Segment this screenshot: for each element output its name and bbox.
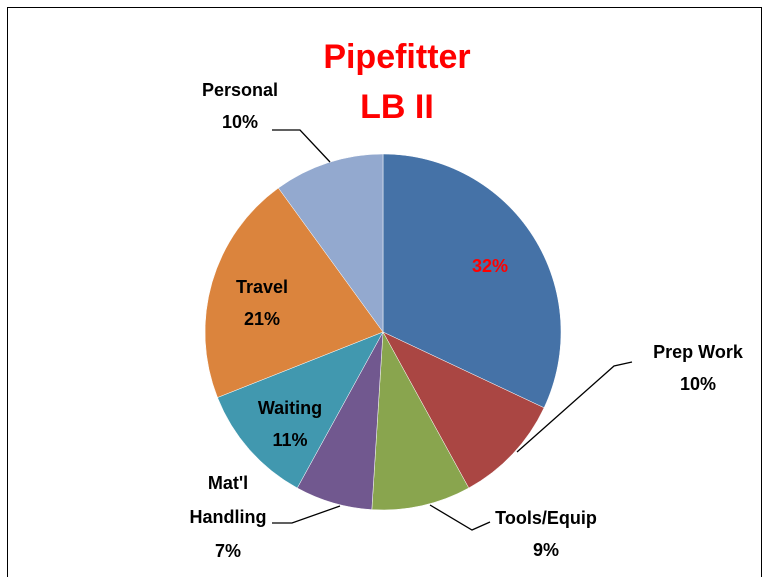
category-label: Prep Work <box>653 342 743 362</box>
pie-slice <box>371 331 470 511</box>
data-label: Waiting 11% <box>230 392 350 456</box>
data-label: Prep Work 10% <box>638 336 758 400</box>
chart-title: LB II <box>360 88 434 126</box>
leader-lines <box>272 129 633 531</box>
pie-slice <box>217 331 384 489</box>
value-label: 10% <box>679 374 717 394</box>
chart-frame <box>7 7 762 577</box>
value-label: 10% <box>221 112 259 132</box>
category-label: Waiting <box>257 398 323 418</box>
category-label: Mat'l Handling <box>189 473 267 527</box>
data-label: 32% <box>430 250 550 282</box>
category-label: Personal <box>201 80 279 100</box>
data-label: Mat'l Handling 7% <box>180 466 276 568</box>
data-label: Travel 21% <box>202 271 322 335</box>
pie-slice <box>278 153 384 333</box>
data-label: Personal 10% <box>180 74 300 138</box>
data-label: Tools/Equip 9% <box>486 502 606 566</box>
pie-slice <box>382 331 545 489</box>
chart-title: Pipefitter <box>323 38 471 76</box>
leader-line <box>516 361 633 453</box>
value-label: 21% <box>243 309 281 329</box>
leader-line <box>272 505 341 524</box>
value-label: 11% <box>272 430 308 450</box>
slices <box>204 153 562 511</box>
value-label: 32% <box>471 256 509 276</box>
leader-line <box>429 504 491 531</box>
value-label: 7% <box>214 541 241 561</box>
pie-slice <box>204 187 384 398</box>
pie-slice <box>382 153 562 409</box>
category-label: Tools/Equip <box>495 508 597 528</box>
value-label: 9% <box>532 540 559 560</box>
leader-line <box>272 129 331 163</box>
category-label: Travel <box>235 277 289 297</box>
